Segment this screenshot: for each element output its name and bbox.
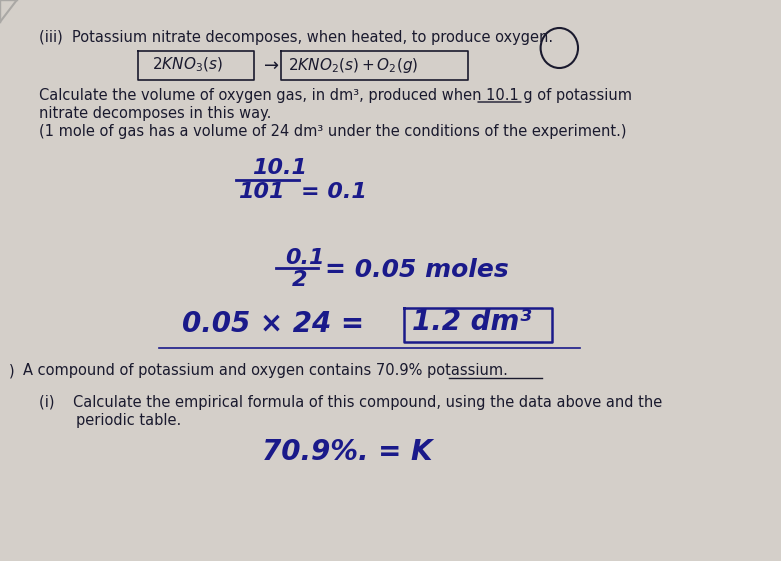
Text: $2KNO_2(s) + O_2(g)$: $2KNO_2(s) + O_2(g)$ bbox=[288, 56, 419, 75]
Text: 2: 2 bbox=[292, 270, 307, 290]
Text: = 0.1: = 0.1 bbox=[301, 182, 367, 202]
Text: (iii)  Potassium nitrate decomposes, when heated, to produce oxygen.: (iii) Potassium nitrate decomposes, when… bbox=[39, 30, 554, 45]
Text: A compound of potassium and oxygen contains 70.9% potassium.: A compound of potassium and oxygen conta… bbox=[23, 363, 508, 378]
Text: (1 mole of gas has a volume of 24 dm³ under the conditions of the experiment.): (1 mole of gas has a volume of 24 dm³ un… bbox=[39, 124, 627, 139]
Text: 0.05 × 24 =: 0.05 × 24 = bbox=[183, 310, 374, 338]
Text: Calculate the volume of oxygen gas, in dm³, produced when 10.1 g of potassium: Calculate the volume of oxygen gas, in d… bbox=[39, 88, 633, 103]
Text: nitrate decomposes in this way.: nitrate decomposes in this way. bbox=[39, 106, 272, 121]
Text: 10.1: 10.1 bbox=[252, 158, 308, 178]
Text: ): ) bbox=[9, 363, 20, 378]
Text: (i)    Calculate the empirical formula of this compound, using the data above an: (i) Calculate the empirical formula of t… bbox=[39, 395, 662, 410]
Text: $2KNO_3(s)$: $2KNO_3(s)$ bbox=[152, 56, 223, 74]
Text: 70.9%. = K: 70.9%. = K bbox=[262, 438, 433, 466]
Text: 101: 101 bbox=[238, 182, 285, 202]
Text: periodic table.: periodic table. bbox=[39, 413, 181, 428]
Text: 1.2 dm³: 1.2 dm³ bbox=[412, 308, 531, 336]
Text: = 0.05 moles: = 0.05 moles bbox=[326, 258, 509, 282]
Text: 0.1: 0.1 bbox=[285, 248, 325, 268]
Text: $\rightarrow$: $\rightarrow$ bbox=[260, 56, 280, 74]
